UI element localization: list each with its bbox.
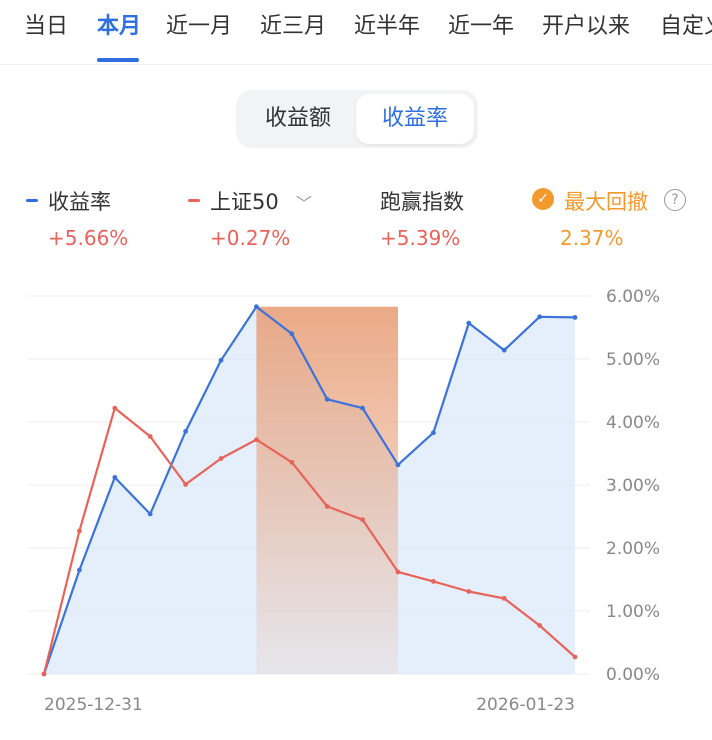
tab-since-opening[interactable]: 开户以来 — [542, 14, 631, 39]
legend-max-drawdown[interactable]: ✓ 最大回撤 ? 2.37% — [532, 186, 702, 256]
benchmark-point — [41, 671, 47, 677]
y-tick-label: 6.00% — [606, 287, 660, 307]
y-tick-label: 1.00% — [606, 602, 660, 622]
legend-return-value: +5.66% — [48, 226, 129, 250]
toggle-profit-rate[interactable]: 收益率 — [356, 94, 474, 144]
benchmark-point — [254, 437, 259, 443]
return-point — [147, 511, 153, 517]
x-tick-end: 2026-01-23 — [476, 695, 575, 715]
y-tick-label: 2.00% — [606, 539, 660, 559]
active-tab-indicator — [97, 58, 139, 62]
tab-today[interactable]: 当日 — [24, 14, 69, 39]
benchmark-point — [324, 504, 330, 509]
return-point — [466, 320, 472, 326]
return-series-line — [42, 305, 576, 675]
return-point — [360, 405, 365, 411]
return-point — [183, 429, 189, 434]
x-tick-start: 2025-12-31 — [44, 695, 143, 715]
legend-benchmark-label: 上证50 — [210, 190, 279, 214]
check-icon[interactable]: ✓ — [532, 188, 554, 210]
return-point — [112, 475, 118, 480]
legend-drawdown-label: 最大回撤 — [564, 190, 648, 214]
benchmark-point — [360, 517, 365, 523]
benchmark-point — [183, 481, 189, 487]
legend-excess: 跑赢指数 +5.39% — [380, 186, 510, 256]
return-point — [395, 462, 401, 468]
tab-last-year[interactable]: 近一年 — [448, 14, 515, 39]
toggle-profit-amount[interactable]: 收益额 — [264, 106, 331, 131]
return-series-marker — [26, 199, 38, 202]
benchmark-point — [431, 578, 436, 584]
tab-last-month[interactable]: 近一月 — [166, 14, 233, 39]
return-point — [324, 396, 330, 402]
metric-toggle: 收益额 收益率 — [236, 90, 478, 148]
tab-last-half-year[interactable]: 近半年 — [354, 14, 421, 39]
period-tabs: 当日 本月 近一月 近三月 近半年 近一年 开户以来 自定义 — [0, 0, 712, 65]
y-tick-label: 5.00% — [606, 350, 660, 370]
benchmark-point — [289, 459, 295, 465]
return-point — [77, 567, 82, 573]
benchmark-point — [395, 569, 401, 575]
returns-chart: 0.00% 1.00% 2.00% 3.00% 4.00% 5.00% 6.00% 2025… — [28, 287, 660, 715]
benchmark-point — [112, 405, 118, 411]
y-tick-label: 0.00% — [606, 665, 660, 685]
legend-excess-value: +5.39% — [380, 226, 461, 250]
benchmark-series-line — [42, 407, 576, 675]
help-icon[interactable]: ? — [664, 189, 686, 211]
y-tick-label: 4.00% — [606, 413, 660, 433]
return-point — [572, 315, 578, 320]
legend-benchmark-value: +0.27% — [210, 226, 291, 250]
benchmark-point — [537, 623, 542, 628]
return-point — [289, 331, 295, 337]
tab-last-three-months[interactable]: 近三月 — [260, 14, 327, 39]
benchmark-point — [466, 589, 472, 594]
return-point — [218, 357, 224, 363]
legend-drawdown-value: 2.37% — [560, 226, 624, 250]
benchmark-point — [77, 528, 82, 534]
max-drawdown-band — [256, 306, 398, 674]
benchmark-point — [218, 456, 224, 461]
return-point — [537, 314, 542, 320]
legend-excess-label: 跑赢指数 — [380, 190, 464, 214]
benchmark-series-marker — [188, 199, 200, 202]
chevron-down-icon[interactable]: ﹀ — [296, 194, 313, 213]
legend-return: 收益率 +5.66% — [26, 186, 166, 256]
tab-this-month[interactable]: 本月 — [97, 14, 142, 39]
benchmark-point — [501, 596, 507, 601]
return-point — [254, 304, 259, 310]
legend-benchmark[interactable]: 上证50 ﹀ +0.27% — [188, 186, 338, 256]
benchmark-point — [572, 654, 578, 660]
benchmark-point — [147, 434, 153, 439]
y-tick-label: 3.00% — [606, 476, 660, 496]
tab-custom[interactable]: 自定义 — [660, 14, 712, 39]
legend-return-label: 收益率 — [48, 190, 111, 214]
return-point — [501, 347, 507, 353]
return-point — [431, 430, 436, 436]
